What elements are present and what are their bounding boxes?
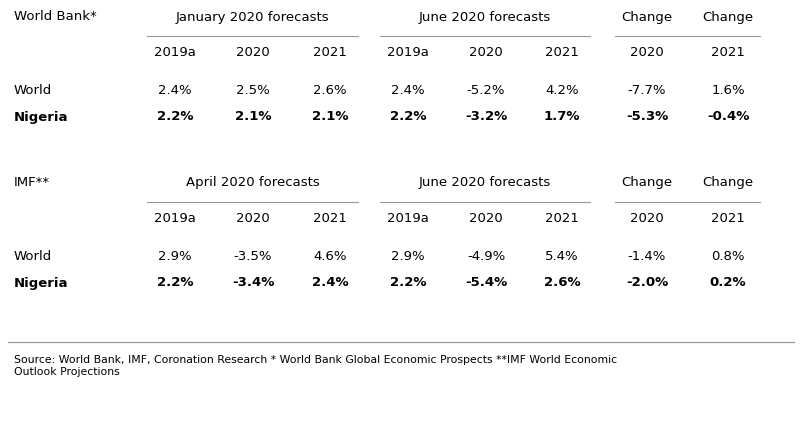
Text: 2019a: 2019a [154, 46, 196, 59]
Text: 2021: 2021 [711, 212, 745, 225]
Text: 0.8%: 0.8% [711, 250, 745, 263]
Text: 2.4%: 2.4% [158, 84, 192, 97]
Text: 1.6%: 1.6% [711, 84, 745, 97]
Text: Nigeria: Nigeria [14, 110, 68, 123]
Text: 2020: 2020 [630, 212, 664, 225]
Text: 2.9%: 2.9% [158, 250, 192, 263]
Text: 2019a: 2019a [154, 212, 196, 225]
Text: -1.4%: -1.4% [628, 250, 666, 263]
Text: -2.0%: -2.0% [626, 276, 668, 289]
Text: -3.4%: -3.4% [232, 276, 274, 289]
Text: 2021: 2021 [545, 46, 579, 59]
Text: 2.6%: 2.6% [314, 84, 346, 97]
Text: June 2020 forecasts: June 2020 forecasts [419, 10, 551, 23]
Text: 1.7%: 1.7% [544, 110, 581, 123]
Text: -0.4%: -0.4% [707, 110, 749, 123]
Text: 2020: 2020 [469, 212, 503, 225]
Text: 2021: 2021 [545, 212, 579, 225]
Text: -5.3%: -5.3% [626, 110, 668, 123]
Text: World: World [14, 84, 52, 97]
Text: Source: World Bank, IMF, Coronation Research * World Bank Global Economic Prospe: Source: World Bank, IMF, Coronation Rese… [14, 354, 617, 376]
Text: April 2020 forecasts: April 2020 forecasts [185, 176, 319, 189]
Text: 5.4%: 5.4% [545, 250, 579, 263]
Text: 2.6%: 2.6% [544, 276, 581, 289]
Text: 2.2%: 2.2% [156, 110, 193, 123]
Text: 2020: 2020 [236, 46, 270, 59]
Text: Nigeria: Nigeria [14, 276, 68, 289]
Text: 2.2%: 2.2% [390, 276, 426, 289]
Text: January 2020 forecasts: January 2020 forecasts [176, 10, 330, 23]
Text: 2021: 2021 [711, 46, 745, 59]
Text: Change: Change [622, 10, 673, 23]
Text: Change: Change [703, 176, 754, 189]
Text: 2.1%: 2.1% [312, 110, 348, 123]
Text: -5.2%: -5.2% [467, 84, 505, 97]
Text: -3.5%: -3.5% [233, 250, 272, 263]
Text: 2.5%: 2.5% [236, 84, 270, 97]
Text: 2.2%: 2.2% [390, 110, 426, 123]
Text: 4.2%: 4.2% [545, 84, 579, 97]
Text: 2.9%: 2.9% [391, 250, 425, 263]
Text: Change: Change [622, 176, 673, 189]
Text: 2.4%: 2.4% [312, 276, 348, 289]
Text: World: World [14, 250, 52, 263]
Text: 0.2%: 0.2% [710, 276, 747, 289]
Text: 2019a: 2019a [387, 212, 429, 225]
Text: -3.2%: -3.2% [465, 110, 507, 123]
Text: Change: Change [703, 10, 754, 23]
Text: June 2020 forecasts: June 2020 forecasts [419, 176, 551, 189]
Text: 4.6%: 4.6% [314, 250, 346, 263]
Text: 2.1%: 2.1% [235, 110, 271, 123]
Text: 2021: 2021 [313, 212, 347, 225]
Text: 2020: 2020 [236, 212, 270, 225]
Text: -4.9%: -4.9% [467, 250, 505, 263]
Text: -7.7%: -7.7% [628, 84, 666, 97]
Text: -5.4%: -5.4% [465, 276, 507, 289]
Text: 2021: 2021 [313, 46, 347, 59]
Text: 2020: 2020 [469, 46, 503, 59]
Text: 2.4%: 2.4% [391, 84, 425, 97]
Text: 2019a: 2019a [387, 46, 429, 59]
Text: 2020: 2020 [630, 46, 664, 59]
Text: World Bank*: World Bank* [14, 10, 97, 23]
Text: 2.2%: 2.2% [156, 276, 193, 289]
Text: IMF**: IMF** [14, 176, 50, 189]
